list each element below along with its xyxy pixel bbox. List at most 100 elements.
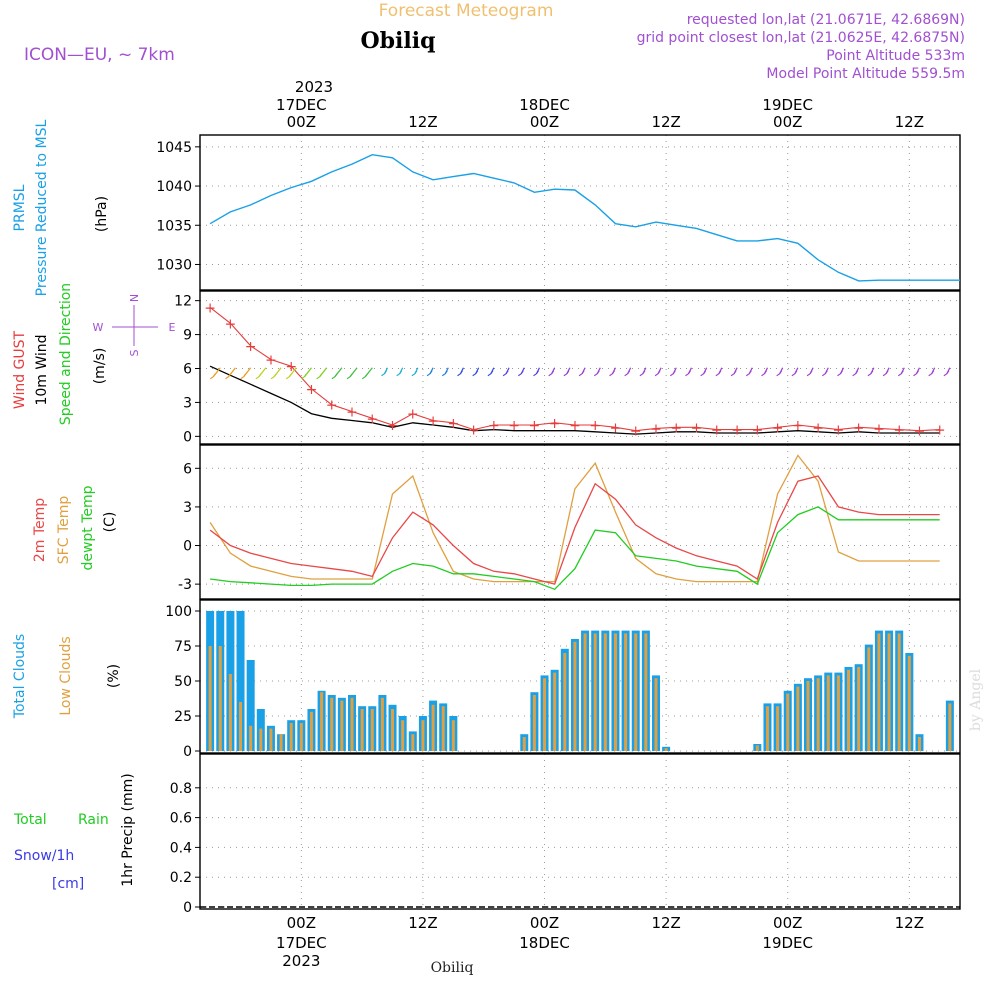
- wind-direction-arrowhead: [255, 373, 262, 380]
- low-cloud-bar: [309, 711, 313, 751]
- wind-direction-arrowhead: [761, 370, 767, 377]
- wind-direction-arrowhead: [285, 373, 292, 380]
- wind-direction-arrowhead: [331, 373, 338, 380]
- wind-direction-arrowhead: [301, 373, 307, 380]
- precip-axis-label: 1hr Precip (mm): [120, 773, 136, 886]
- wind-direction-arrowhead: [270, 373, 277, 380]
- prmsl-label: PRMSL: [12, 184, 28, 231]
- wind-direction-arrowhead: [943, 370, 950, 377]
- wind-direction-arrowhead: [852, 370, 859, 377]
- wind-frame: [199, 290, 961, 445]
- wind-gust-marker: +: [650, 421, 662, 437]
- low-cloud-bar: [907, 655, 911, 751]
- bottom-hour-label: 12Z: [651, 914, 680, 932]
- bottom-hour-label: 12Z: [408, 914, 437, 932]
- compass-west-label: W: [93, 321, 104, 334]
- wind-direction-arrowhead: [472, 370, 479, 377]
- wind-gust-marker: +: [346, 404, 358, 420]
- wind-gust-marker: +: [670, 420, 682, 436]
- low-cloud-bar: [340, 700, 344, 751]
- wind-gust-marker: +: [245, 339, 257, 355]
- cloud-panel-labels: Total Clouds Low Clouds (%): [12, 634, 122, 719]
- wind-direction-arrowhead: [411, 370, 418, 377]
- clouds-frame: [199, 599, 961, 754]
- wind-gust-marker: +: [731, 423, 743, 439]
- bottom-hour-label: 00Z: [287, 914, 316, 932]
- low-cloud-bar: [613, 633, 617, 751]
- meteogram-title: Forecast Meteogram: [379, 1, 554, 21]
- wind-gust-marker: +: [285, 359, 297, 375]
- low-cloud-bar: [228, 674, 232, 751]
- low-cloud-bar: [360, 709, 364, 751]
- low-cloud-bar: [877, 633, 881, 751]
- prmsl-ytick-label: 1045: [156, 140, 192, 156]
- low-cloud-bar: [279, 734, 283, 751]
- wind-gust-marker: +: [447, 416, 459, 432]
- wind-unit-label: (m/s): [92, 348, 108, 385]
- top-date-label: 19DEC: [762, 96, 813, 114]
- pressure-panel-labels: PRMSL Pressure Reduced to MSL (hPa): [12, 119, 110, 296]
- sfc-temp-line: [209, 454, 940, 583]
- wind-direction-arrowhead: [821, 370, 828, 377]
- wind-gust-label: Wind GUST: [12, 330, 28, 409]
- snow-label: Snow/1h: [14, 848, 74, 864]
- low-cloud-bar: [948, 703, 952, 751]
- model-name: ICON—EU, ~ 7km: [24, 45, 175, 65]
- pressure-unit-label: (hPa): [94, 196, 110, 232]
- low-cloud-bar: [786, 693, 790, 751]
- low-cloud-bar: [218, 646, 222, 751]
- plot-area: 1030 1035 1040 1045 0 3 6 9 12 + + + + + + + + + + + + + + + + + +…: [156, 96, 961, 970]
- sfc-temp-label: SFC Temp: [56, 496, 72, 565]
- wind-direction-arrowhead: [346, 373, 353, 380]
- wind-gust-marker: +: [468, 423, 480, 439]
- low-cloud-bar: [543, 678, 547, 751]
- low-cloud-bar: [765, 706, 769, 751]
- low-cloud-bar: [583, 633, 587, 751]
- temperature-ytick-label: 6: [183, 461, 192, 477]
- wind-gust-marker: +: [934, 423, 946, 439]
- low-cloud-bar: [755, 745, 759, 751]
- low-cloud-bar: [847, 669, 851, 751]
- low-cloud-bar: [249, 725, 253, 751]
- clouds-ytick-label: 50: [174, 674, 192, 690]
- wind-gust-marker: +: [204, 300, 216, 316]
- temperature-ytick-label: 3: [183, 500, 192, 516]
- low-cloud-bar: [806, 681, 810, 751]
- wind-direction-arrowhead: [487, 370, 494, 377]
- low-cloud-bar: [654, 678, 658, 751]
- low-cloud-bar: [593, 633, 597, 751]
- total-cloud-bar: [246, 660, 255, 751]
- location-name: Obiliq: [360, 28, 435, 54]
- wind-gust-marker: +: [225, 316, 237, 332]
- low-cloud-bar: [836, 675, 840, 751]
- top-hour-label: 00Z: [773, 113, 802, 131]
- temperature-panel: -3 0 3 6: [178, 444, 961, 600]
- low-cloud-bar: [624, 633, 628, 751]
- wind-direction-arrowhead: [745, 370, 752, 377]
- low-cloud-bar: [421, 720, 425, 751]
- wind-10m-label: 10m Wind: [34, 334, 50, 405]
- wind-direction-arrowhead: [867, 370, 874, 377]
- wind-direction-arrowhead: [396, 370, 403, 377]
- wind-direction-arrowhead: [517, 370, 524, 377]
- temp-2m-line: [209, 475, 940, 585]
- low-cloud-bar: [522, 737, 526, 751]
- temp-unit-label: (C): [102, 512, 118, 533]
- low-cloud-bar: [299, 723, 303, 751]
- temperature-frame: [199, 444, 961, 600]
- clouds-ytick-label: 0: [183, 744, 192, 760]
- low-cloud-bar: [239, 702, 243, 751]
- wind-direction-arrowhead: [578, 370, 585, 377]
- clouds-ytick-label: 25: [174, 709, 192, 725]
- bottom-hour-label: 00Z: [530, 914, 559, 932]
- temperature-ytick-label: 0: [183, 539, 192, 555]
- top-hour-label: 12Z: [651, 113, 680, 131]
- wind-gust-marker: +: [366, 411, 378, 427]
- low-cloud-bar: [411, 734, 415, 751]
- wind-direction-arrowhead: [685, 370, 691, 377]
- wind-ytick-label: 12: [174, 294, 192, 310]
- low-cloud-bar: [857, 667, 861, 751]
- low-cloud-bar: [603, 633, 607, 751]
- low-cloud-bar: [826, 675, 830, 751]
- wind-ytick-label: 0: [183, 429, 192, 445]
